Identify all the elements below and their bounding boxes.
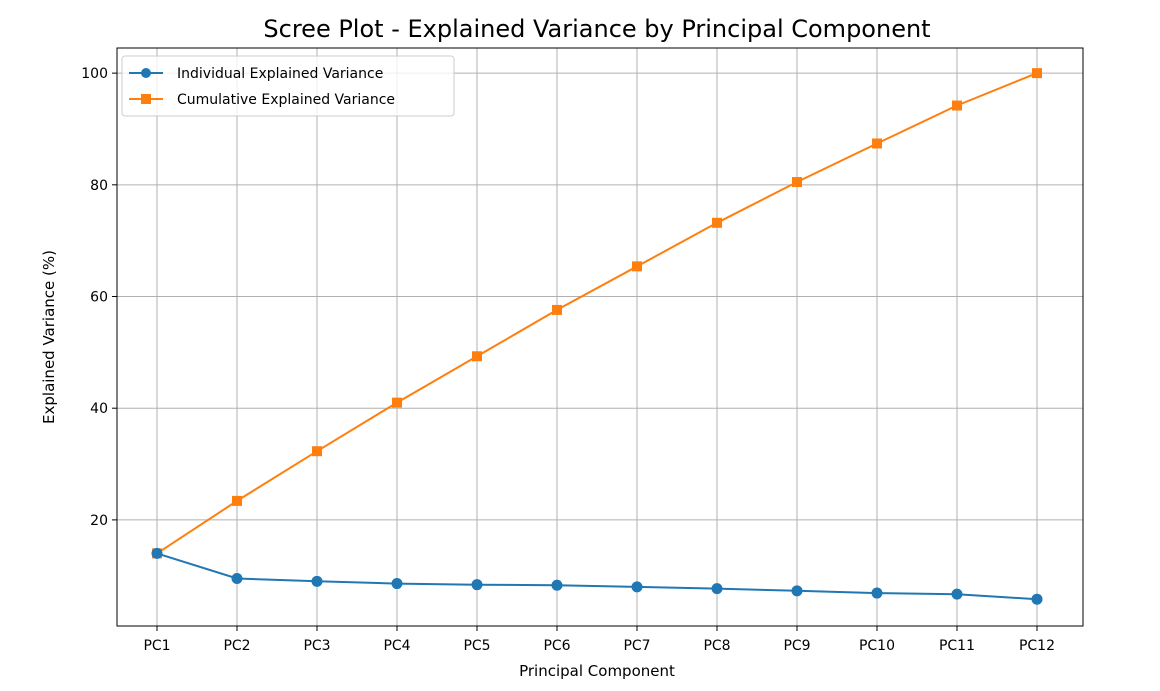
x-axis: PC1 PC2 PC3 PC4 PC5 PC6 PC7 PC8 PC9 PC10 PC11 PC12 [143,626,1055,654]
data-point-individual-PC9 [791,585,803,597]
y-tick-label-40: 40 [90,401,108,417]
chart-title: Scree Plot - Explained Variance by Princ… [263,15,930,43]
data-point-cumulative-PC8 [712,217,722,228]
data-point-individual-PC3 [311,575,323,587]
data-point-cumulative-PC5 [472,351,482,362]
x-axis-label: Principal Component [519,662,675,680]
plot-area-frame [116,47,1084,627]
y-tick-label-100: 100 [81,66,108,82]
x-tick-label-PC5: PC5 [463,638,490,654]
x-tick-label-PC4: PC4 [383,638,410,654]
data-point-individual-PC2 [231,573,243,585]
data-point-individual-PC12 [1031,593,1043,605]
data-point-cumulative-PC12 [1032,68,1042,79]
data-point-cumulative-PC9 [792,177,802,188]
legend-label-individual: Individual Explained Variance [177,66,383,82]
x-tick-label-PC10: PC10 [859,638,895,654]
data-point-individual-PC7 [631,581,643,593]
series-individual [151,547,1043,605]
legend-label-cumulative: Cumulative Explained Variance [177,92,395,108]
legend-marker-individual [141,68,151,78]
data-point-cumulative-PC3 [312,446,322,457]
data-point-cumulative-PC7 [632,261,642,272]
data-point-individual-PC1 [151,547,163,559]
y-tick-label-80: 80 [90,178,108,194]
data-point-individual-PC6 [551,579,563,591]
x-tick-label-PC8: PC8 [703,638,730,654]
data-point-individual-PC4 [391,578,403,590]
data-point-individual-PC5 [471,579,483,591]
legend: Individual Explained Variance Cumulative… [121,55,455,117]
x-tick-label-PC1: PC1 [143,638,170,654]
x-tick-label-PC11: PC11 [939,638,975,654]
data-point-individual-PC11 [951,588,963,600]
series-cumulative [152,68,1042,559]
legend-marker-cumulative [141,94,151,104]
x-tick-label-PC6: PC6 [543,638,570,654]
x-tick-label-PC9: PC9 [783,638,810,654]
data-point-cumulative-PC10 [872,138,882,149]
series-line-individual [156,552,1038,601]
data-point-cumulative-PC6 [552,304,562,315]
x-tick-label-PC3: PC3 [303,638,330,654]
x-tick-label-PC12: PC12 [1019,638,1055,654]
y-axis-label: Explained Variance (%) [40,250,58,424]
data-point-cumulative-PC2 [232,495,242,506]
x-tick-label-PC2: PC2 [223,638,250,654]
legend-box [121,55,455,117]
series-layer [151,68,1043,605]
y-tick-label-20: 20 [90,513,108,529]
grid [117,48,1083,626]
data-point-cumulative-PC4 [392,397,402,408]
data-point-cumulative-PC11 [952,100,962,111]
y-tick-label-60: 60 [90,290,108,306]
series-line-cumulative [156,72,1038,555]
data-point-individual-PC10 [871,587,883,599]
x-tick-label-PC7: PC7 [623,638,650,654]
y-axis: 20 40 60 80 100 [81,66,117,529]
data-point-individual-PC8 [711,583,723,595]
